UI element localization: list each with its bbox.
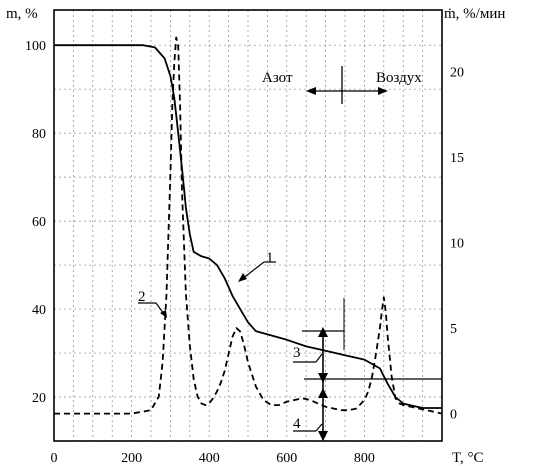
y-right-tick-label: 5 — [450, 322, 457, 337]
y-left-tick-label: 60 — [32, 215, 46, 230]
annotation-label-4: 4 — [293, 416, 301, 432]
annotation-label-3: 3 — [293, 345, 301, 361]
label-1-leader — [241, 261, 265, 280]
series-rate-line — [54, 36, 443, 415]
x-tick-label: 600 — [276, 451, 297, 466]
x-tick-label: 200 — [121, 451, 142, 466]
x-axis-title: T, °C — [452, 450, 484, 466]
x-tick-label: 0 — [51, 451, 58, 466]
annotation-nitrogen: Азот — [262, 70, 293, 86]
annotation-label-1: 1 — [266, 250, 274, 266]
annotation-air: Воздух — [376, 70, 422, 86]
arrow-head-right — [378, 87, 388, 95]
arrow-head-left — [306, 87, 316, 95]
axis-ticks: 0 200 400 600 800 20 40 60 80 100 0 5 10 15 20 — [25, 39, 464, 466]
y-right-axis-title: ṁ, %/мин — [444, 6, 505, 22]
x-tick-label: 400 — [199, 451, 220, 466]
marker-3-arrow-down — [318, 373, 328, 383]
x-tick-label: 800 — [354, 451, 375, 466]
label-4-leader — [315, 423, 323, 432]
plot-frame — [53, 9, 443, 442]
y-left-tick-label: 100 — [25, 39, 46, 54]
label-3-leader — [315, 353, 323, 363]
y-left-tick-label: 20 — [32, 391, 46, 406]
annotation-label-2: 2 — [138, 289, 146, 305]
y-left-tick-label: 40 — [32, 303, 46, 318]
y-left-axis-title: m, % — [6, 6, 38, 22]
marker-4-arrow-up — [318, 388, 328, 398]
y-right-tick-label: 15 — [450, 151, 464, 166]
marker-4-arrow-down — [318, 431, 328, 441]
y-left-tick-label: 80 — [32, 127, 46, 142]
y-right-tick-label: 10 — [450, 237, 464, 252]
y-right-tick-label: 0 — [450, 408, 457, 423]
grid — [54, 10, 442, 441]
label-2-arrow-head — [160, 310, 167, 318]
markers — [138, 66, 442, 441]
label-1-arrow-head — [238, 273, 247, 282]
y-right-tick-label: 20 — [450, 66, 464, 81]
series-layer — [54, 36, 443, 415]
series-mass-line — [54, 44, 442, 409]
marker-3-arrow-up — [318, 327, 328, 337]
